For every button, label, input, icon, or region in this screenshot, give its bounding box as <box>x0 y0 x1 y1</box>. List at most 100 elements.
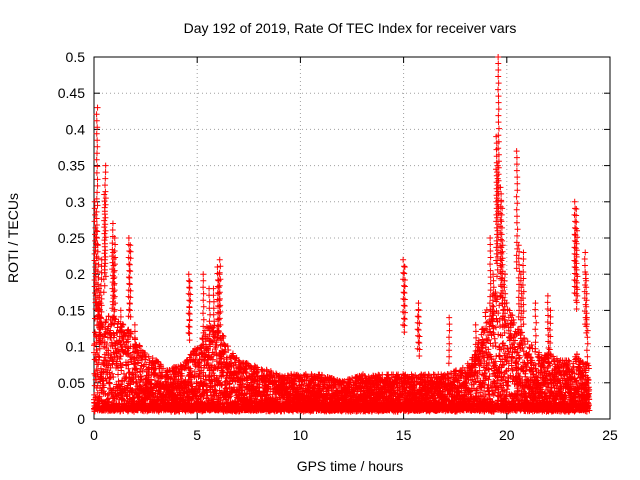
data-point <box>483 319 490 326</box>
data-point <box>154 358 161 365</box>
data-point <box>95 361 102 368</box>
data-point <box>213 341 220 348</box>
data-point <box>207 343 214 350</box>
data-point <box>205 335 212 342</box>
data-point <box>148 381 155 388</box>
data-point <box>218 382 225 389</box>
data-point <box>94 349 101 356</box>
data-point <box>136 343 143 350</box>
y-tick-label: 0.25 <box>58 230 85 246</box>
data-point <box>160 365 167 372</box>
data-point <box>128 388 135 395</box>
y-tick-label: 0.5 <box>66 49 86 65</box>
data-point <box>225 347 232 354</box>
data-point <box>110 373 117 380</box>
data-point <box>115 364 122 371</box>
data-point <box>105 313 112 320</box>
data-point <box>220 333 227 340</box>
y-tick-label: 0.45 <box>58 85 85 101</box>
data-point <box>226 384 233 391</box>
data-point <box>124 344 131 351</box>
x-tick-label: 10 <box>293 427 309 443</box>
data-point <box>111 353 118 360</box>
data-point <box>208 383 215 390</box>
data-point <box>96 354 103 361</box>
data-point <box>211 363 218 370</box>
y-tick-label: 0.2 <box>66 266 86 282</box>
data-point <box>218 353 225 360</box>
data-point <box>196 371 203 378</box>
data-point <box>195 388 202 395</box>
data-point <box>96 385 103 392</box>
data-point <box>103 329 110 336</box>
data-point <box>133 378 140 385</box>
data-point <box>209 356 216 363</box>
grid-lines <box>94 57 610 419</box>
data-point <box>108 339 115 346</box>
x-tick-label: 5 <box>193 427 201 443</box>
data-point <box>107 364 114 371</box>
data-point <box>179 372 186 379</box>
x-tick-label: 15 <box>396 427 412 443</box>
data-point <box>218 373 225 380</box>
data-point <box>109 361 116 368</box>
data-point <box>143 361 150 368</box>
y-tick-label: 0.35 <box>58 158 85 174</box>
data-point <box>132 380 139 387</box>
data-point <box>136 390 143 397</box>
data-point <box>187 367 194 374</box>
data-point <box>149 355 156 362</box>
data-point <box>133 365 140 372</box>
data-point <box>220 369 227 376</box>
data-point <box>107 327 114 334</box>
data-point <box>139 367 146 374</box>
y-tick-label: 0.4 <box>66 121 86 137</box>
data-point <box>127 333 134 340</box>
x-tick-label: 0 <box>90 427 98 443</box>
data-point <box>202 381 209 388</box>
axis-ticks: 00.050.10.150.20.250.30.350.40.450.50 5 10… <box>58 49 618 443</box>
y-tick-label: 0.15 <box>58 302 85 318</box>
data-point <box>94 389 101 396</box>
data-point <box>235 357 242 364</box>
y-tick-label: 0.1 <box>66 339 86 355</box>
data-point <box>193 346 200 353</box>
scatter-points <box>91 54 593 415</box>
data-point <box>109 370 116 377</box>
data-point <box>192 351 199 358</box>
data-point <box>115 371 122 378</box>
data-point <box>106 374 113 381</box>
x-tick-label: 20 <box>499 427 515 443</box>
data-point <box>145 353 152 360</box>
data-point <box>256 384 263 391</box>
data-point <box>253 378 260 385</box>
data-point <box>122 375 129 382</box>
data-point <box>105 347 112 354</box>
data-point <box>204 392 211 399</box>
data-point <box>93 334 100 341</box>
data-point <box>125 338 132 345</box>
data-point <box>142 350 149 357</box>
data-point <box>192 357 199 364</box>
data-point <box>151 377 158 384</box>
data-point <box>479 336 486 343</box>
data-point <box>193 392 200 399</box>
data-point <box>138 373 145 380</box>
y-tick-label: 0 <box>77 411 85 427</box>
data-point <box>200 394 207 401</box>
data-point <box>127 330 134 337</box>
data-point <box>100 388 107 395</box>
data-point <box>120 370 127 377</box>
x-tick-label: 25 <box>602 427 618 443</box>
data-point <box>191 368 198 375</box>
data-point <box>239 380 246 387</box>
data-point <box>172 364 179 371</box>
data-point <box>198 350 205 357</box>
data-point <box>91 342 97 349</box>
data-point <box>93 346 100 353</box>
y-tick-label: 0.05 <box>58 375 85 391</box>
data-point <box>135 357 142 364</box>
data-point <box>103 340 110 347</box>
data-point <box>227 393 234 400</box>
